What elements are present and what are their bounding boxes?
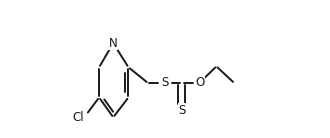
Text: O: O <box>195 76 204 89</box>
Text: S: S <box>161 76 169 89</box>
Text: S: S <box>178 104 185 117</box>
Text: Cl: Cl <box>73 111 84 124</box>
Text: N: N <box>109 37 117 50</box>
